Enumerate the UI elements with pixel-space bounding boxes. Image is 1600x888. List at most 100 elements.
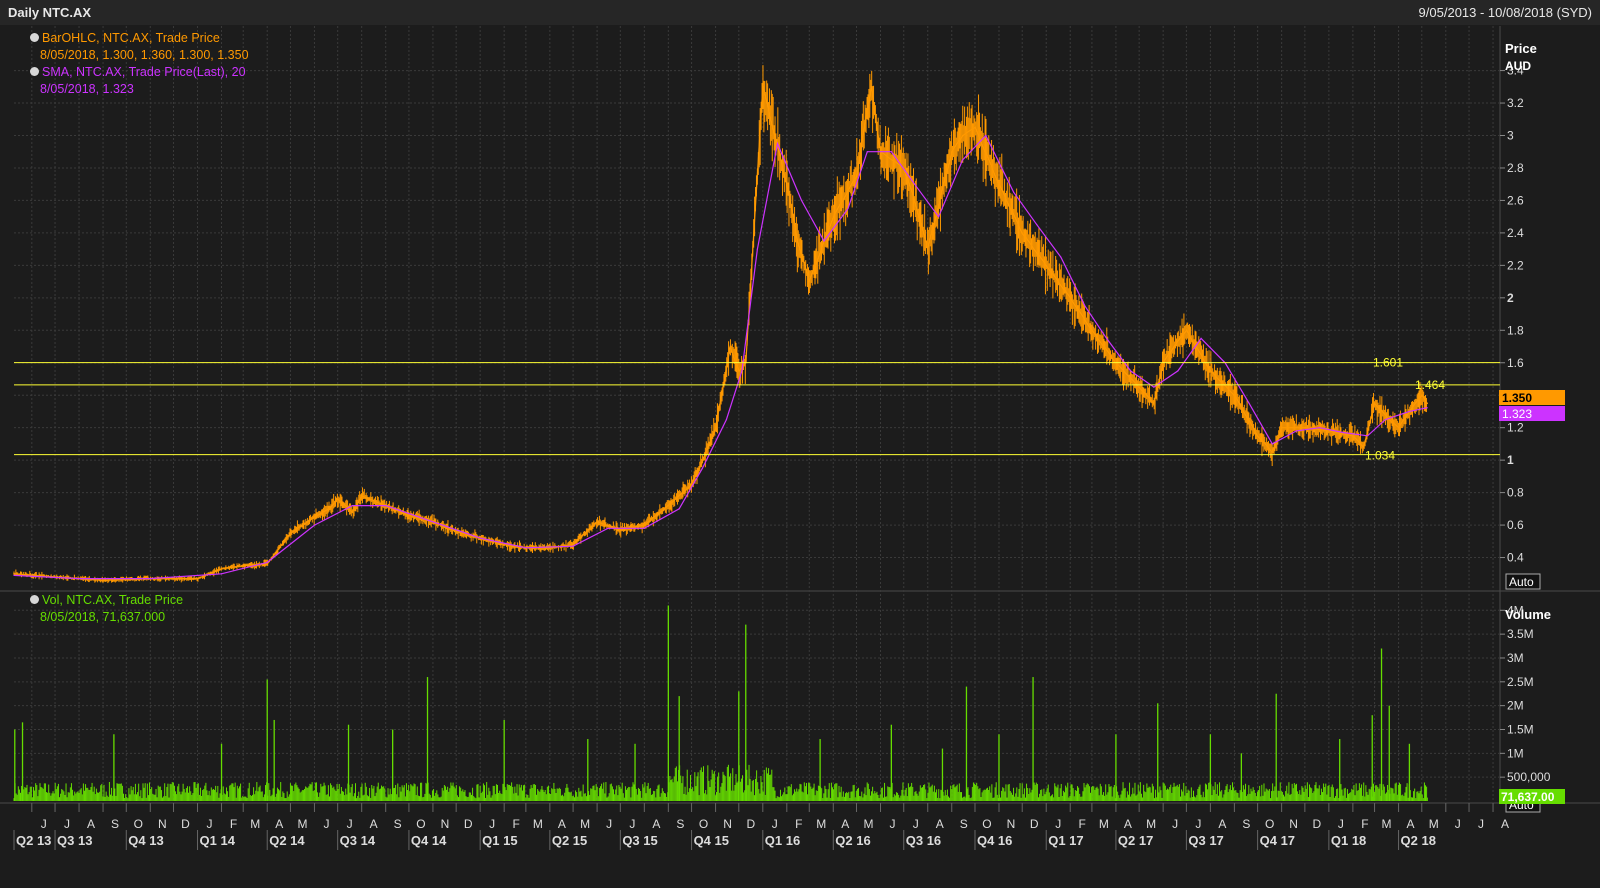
sma-point <box>220 573 223 575</box>
price-point <box>1021 232 1024 234</box>
month-label: J <box>606 817 612 831</box>
price-point <box>961 134 964 137</box>
month-label: D <box>1030 817 1039 831</box>
month-label: M <box>1146 817 1156 831</box>
last-volume-value: 71,637.00 <box>1501 790 1555 804</box>
price-point <box>1256 434 1259 437</box>
month-label: A <box>1124 817 1132 831</box>
price-point <box>360 495 363 497</box>
month-label: J <box>64 817 70 831</box>
sma-point <box>385 504 387 507</box>
month-label: A <box>275 817 283 831</box>
volume-tick-label: 3M <box>1507 651 1524 665</box>
sma-point <box>937 216 940 218</box>
sma-point <box>1408 410 1410 413</box>
chart-title: Daily NTC.AX <box>8 5 92 20</box>
sma-point <box>1036 224 1038 226</box>
price-auto-button[interactable]: Auto <box>1505 573 1541 590</box>
sma-point <box>313 524 316 526</box>
price-point <box>289 532 292 534</box>
month-label: M <box>297 817 307 831</box>
sma-point <box>741 370 743 372</box>
sma-point <box>149 578 151 580</box>
price-point <box>1420 394 1423 397</box>
quarter-label: Q1 18 <box>1331 833 1366 848</box>
price-point <box>1328 430 1330 432</box>
month-label: N <box>1007 817 1016 831</box>
sma-point <box>572 545 574 547</box>
month-label: F <box>512 817 519 831</box>
month-label: N <box>723 817 732 831</box>
sma-point <box>1060 256 1062 258</box>
price-axis-title: Price <box>1505 41 1537 56</box>
month-label: A <box>936 817 944 831</box>
price-axis-ticks: 0.40.60.811.21.41.61.822.22.42.62.833.23… <box>1500 64 1524 565</box>
sma-point <box>866 151 868 153</box>
month-label: A <box>370 817 378 831</box>
sma-point <box>701 467 704 469</box>
price-tick-label: 0.6 <box>1507 518 1524 532</box>
volume-panel <box>14 592 1500 802</box>
price-point <box>1388 418 1391 421</box>
month-label: N <box>158 817 167 831</box>
legend-toggle-icon[interactable] <box>30 595 39 604</box>
volume-legend-row[interactable]: Vol, NTC.AX, Trade Price <box>30 592 183 609</box>
sma-point <box>78 578 80 580</box>
quarter-label: Q4 17 <box>1260 833 1295 848</box>
month-label: S <box>960 817 968 831</box>
price-point <box>196 577 199 580</box>
month-label: D <box>181 817 190 831</box>
level-label: 1.464 <box>1415 378 1445 392</box>
month-label: J <box>1338 817 1344 831</box>
volume-legend-title: Vol, NTC.AX, Trade Price <box>42 593 184 607</box>
price-point <box>1373 402 1376 405</box>
price-legend-title: BarOHLC, NTC.AX, Trade Price <box>42 31 220 45</box>
horizontal-levels: 1.601 1.464 1.034 <box>14 356 1500 463</box>
price-point <box>220 568 223 570</box>
price-point <box>705 451 708 453</box>
price-point <box>667 504 670 507</box>
price-point <box>998 183 1000 186</box>
month-label: M <box>1382 817 1392 831</box>
sma-point <box>607 527 609 529</box>
sma-point <box>1200 337 1202 340</box>
sma-point <box>823 240 825 242</box>
price-tick-label: 3.4 <box>1507 64 1524 78</box>
month-label: A <box>1407 817 1415 831</box>
price-point <box>1426 402 1429 405</box>
sma-point <box>1130 370 1132 372</box>
price-legend-row[interactable]: BarOHLC, NTC.AX, Trade Price <box>30 30 249 47</box>
price-axis-unit: AUD <box>1505 59 1531 73</box>
sma-point <box>479 537 481 539</box>
quarter-label: Q1 17 <box>1048 833 1083 848</box>
sma-point <box>1153 386 1155 388</box>
price-point <box>1280 426 1283 429</box>
price-point <box>1397 426 1400 429</box>
price-point <box>870 86 873 88</box>
month-label: M <box>1429 817 1439 831</box>
month-label: O <box>416 817 425 831</box>
sma-legend-row[interactable]: SMA, NTC.AX, Trade Price(Last), 20 <box>30 64 249 81</box>
month-label: A <box>652 817 660 831</box>
month-label: D <box>464 817 473 831</box>
price-point <box>572 543 574 546</box>
legend-toggle-icon[interactable] <box>30 67 39 76</box>
month-label: J <box>913 817 919 831</box>
price-point <box>1304 426 1306 429</box>
price-tick-label: 1.6 <box>1507 356 1524 370</box>
price-point <box>974 126 976 129</box>
quarter-label: Q2 15 <box>552 833 587 848</box>
title-bar: Daily NTC.AX 9/05/2013 - 10/08/2018 (SYD… <box>0 0 1600 25</box>
month-label: O <box>982 817 991 831</box>
month-label: A <box>87 817 95 831</box>
month-label: M <box>533 817 543 831</box>
last-sma-value: 1.323 <box>1502 407 1532 421</box>
legend-toggle-icon[interactable] <box>30 33 39 42</box>
month-label: J <box>1455 817 1461 831</box>
price-point <box>832 215 835 218</box>
last-price-badge: 1.350 <box>1499 390 1565 405</box>
price-point <box>1091 329 1093 332</box>
price-point <box>328 508 330 510</box>
sma-point <box>800 199 803 202</box>
